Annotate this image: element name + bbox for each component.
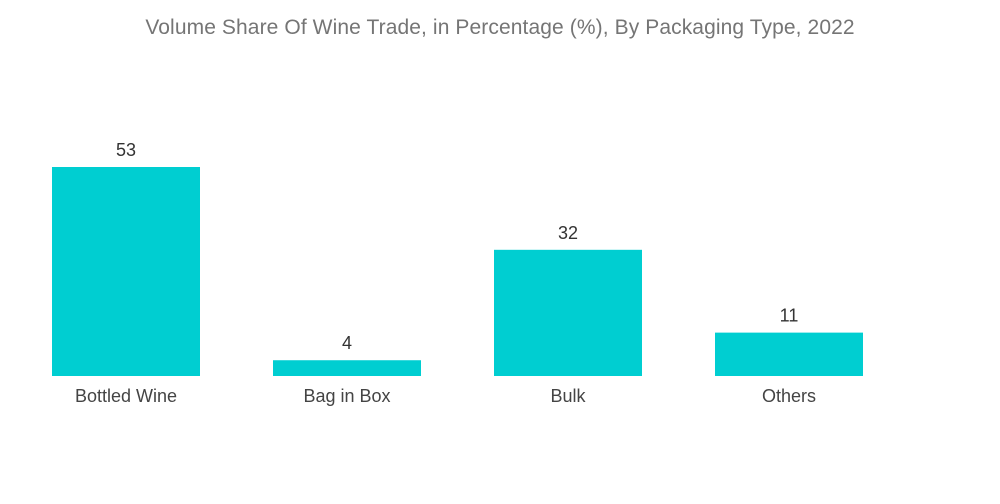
chart-title: Volume Share Of Wine Trade, in Percentag… [145,16,855,39]
bar-others [715,332,863,376]
value-label: 53 [116,140,136,160]
x-tick-label: Others [762,386,816,406]
value-label: 11 [780,306,799,326]
x-tick-label: Bag in Box [303,386,390,406]
x-tick-label: Bulk [550,386,586,406]
bar-bulk [494,249,642,376]
value-label: 32 [558,223,578,243]
bar-bottled-wine [52,167,200,376]
bar-bag-in-box [273,360,421,376]
x-tick-label: Bottled Wine [75,386,177,406]
value-label: 4 [342,333,352,353]
